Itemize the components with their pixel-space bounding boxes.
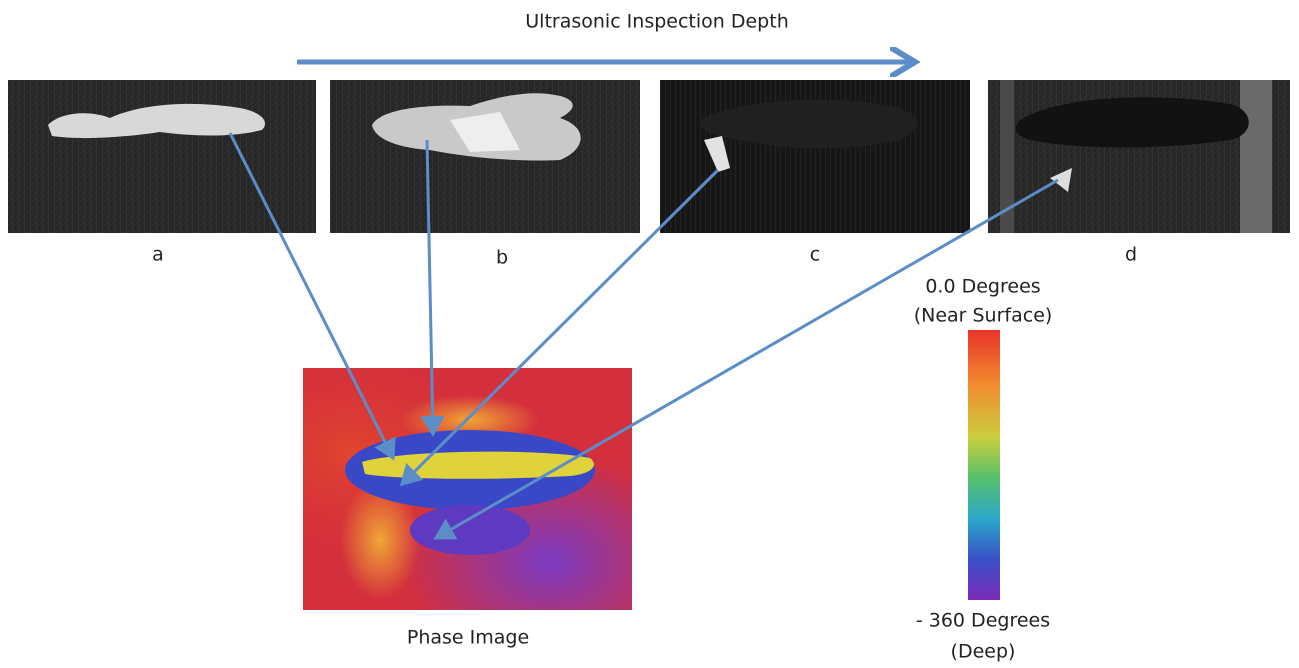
colorbar-label: 0.0 Degrees [925, 276, 1040, 298]
figure: Ultrasonic Inspection Depth a b c d Phas… [0, 0, 1299, 668]
colorbar-label: (Near Surface) [914, 305, 1053, 327]
panel-label: b [496, 247, 508, 269]
panel-c [660, 80, 970, 233]
panel-label: c [810, 244, 820, 266]
panel-b [330, 80, 640, 233]
panel-d [988, 80, 1290, 233]
panel-label: a [152, 244, 164, 266]
colorbar [968, 330, 1000, 600]
panel-label: d [1125, 244, 1137, 266]
phase-image [303, 368, 632, 610]
title: Ultrasonic Inspection Depth [525, 11, 788, 33]
phase-label: Phase Image [407, 627, 529, 649]
colorbar-label: - 360 Degrees [916, 610, 1050, 632]
colorbar-label: (Deep) [951, 641, 1016, 663]
